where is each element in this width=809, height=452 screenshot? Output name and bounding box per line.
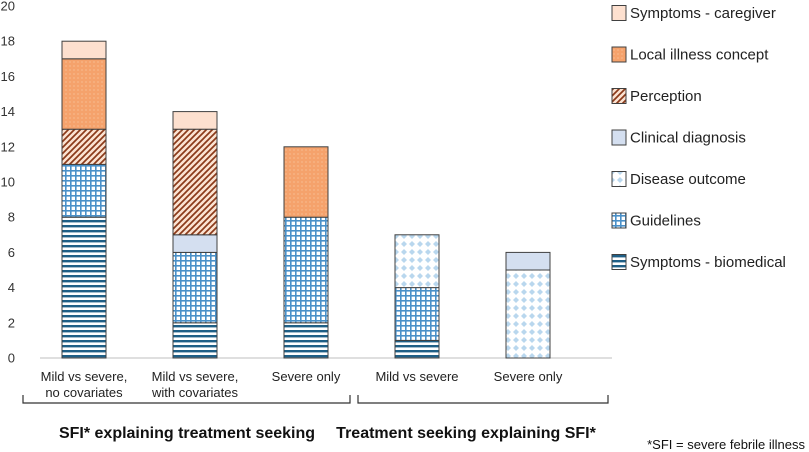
bar-segment-symptoms-biomedical: [394, 339, 440, 359]
y-tick-label: 14: [1, 104, 15, 119]
y-tick-label: 2: [8, 315, 15, 330]
legend-label-perception: Perception: [630, 88, 702, 105]
bar-segment-local-illness-concept: [283, 146, 329, 218]
bar-segment-symptoms-caregiver: [172, 111, 218, 130]
bar-segment-local-illness-concept: [61, 58, 107, 130]
bar-segment-guidelines: [394, 287, 440, 341]
y-tick-label: 20: [1, 0, 15, 14]
bar-segment-symptoms-biomedical: [283, 322, 329, 359]
category-label: no covariates: [45, 385, 123, 400]
category-label: Mild vs severe,: [152, 369, 239, 384]
group-label-sfi-explaining: SFI* explaining treatment seeking: [59, 425, 315, 442]
bar-segment-clinical-diagnosis: [172, 234, 218, 253]
bar-segment-disease-outcome: [394, 234, 440, 289]
legend-swatch-clinical-diagnosis: [611, 129, 627, 146]
legend-swatch-disease-outcome: [611, 171, 627, 187]
category-label: with covariates: [151, 385, 238, 400]
legend-swatch-guidelines: [611, 212, 627, 229]
legend-swatch-symptoms-biomedical: [611, 254, 627, 270]
y-tick-label: 16: [1, 69, 15, 84]
bar-segment-perception: [172, 128, 218, 236]
category-label: Severe only: [272, 369, 341, 384]
category-label: Mild vs severe: [375, 369, 458, 384]
legend: Symptoms - caregiver Local illness concep…: [611, 5, 786, 271]
bar-segment-perception: [61, 128, 107, 165]
bar-segment-clinical-diagnosis: [505, 251, 551, 271]
bar-segment-guidelines: [172, 251, 218, 324]
bar-segment-symptoms-biomedical: [172, 322, 218, 359]
y-tick-label: 4: [8, 280, 15, 295]
legend-label-disease-outcome: Disease outcome: [630, 171, 746, 188]
y-tick-label: 10: [1, 175, 15, 190]
legend-label-guidelines: Guidelines: [630, 213, 701, 230]
group-bracket-left: [22, 395, 351, 404]
legend-swatch-local-illness-concept: [611, 46, 627, 63]
legend-label-symptoms-caregiver: Symptoms - caregiver: [630, 5, 776, 22]
legend-swatch-symptoms-caregiver: [611, 5, 627, 21]
group-bracket-right: [357, 395, 609, 404]
y-tick-label: 12: [1, 139, 15, 154]
group-label-treatment-explaining: Treatment seeking explaining SFI*: [336, 425, 596, 442]
category-label: Severe only: [494, 369, 563, 384]
y-tick-label: 18: [1, 34, 15, 49]
bar-segment-guidelines: [61, 163, 107, 218]
legend-swatch-perception: [611, 88, 627, 104]
y-tick-label: 8: [8, 210, 15, 225]
bar-segment-symptoms-caregiver: [61, 40, 107, 60]
legend-label-symptoms-biomedical: Symptoms - biomedical: [630, 254, 786, 271]
bar-segment-symptoms-biomedical: [61, 216, 107, 359]
bar-segment-disease-outcome: [505, 269, 551, 359]
y-tick-label: 6: [8, 245, 15, 260]
y-axis-tick-labels: 0 2 4 6 8 10 12 14 16 18 20: [1, 0, 15, 366]
category-label: Mild vs severe,: [41, 369, 128, 384]
bars: [61, 40, 551, 359]
legend-label-local-illness-concept: Local illness concept: [630, 47, 769, 64]
legend-label-clinical-diagnosis: Clinical diagnosis: [630, 130, 746, 147]
y-tick-label: 0: [8, 351, 15, 366]
bar-segment-guidelines: [283, 216, 329, 324]
footnote: *SFI = severe febrile illness: [647, 437, 805, 452]
